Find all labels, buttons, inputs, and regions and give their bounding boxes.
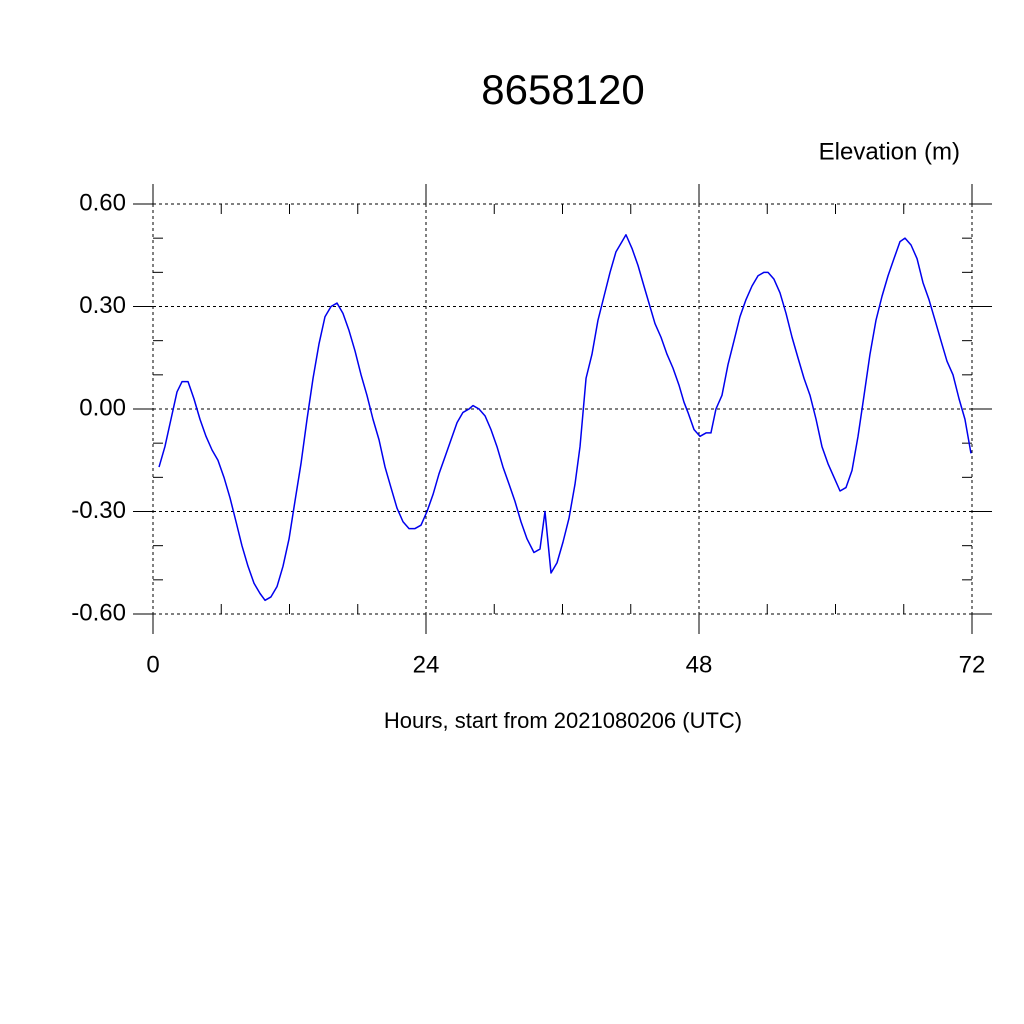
y-axis-unit: Elevation (m) (819, 138, 960, 165)
y-tick-label: 0.00 (79, 394, 126, 421)
x-tick-label: 24 (413, 651, 440, 678)
y-tick-label: -0.60 (71, 599, 126, 626)
x-tick-label: 72 (959, 651, 986, 678)
chart-title: 8658120 (481, 66, 645, 113)
y-tick-label: 0.30 (79, 292, 126, 319)
x-tick-label: 0 (146, 651, 159, 678)
y-tick-label: -0.30 (71, 497, 126, 524)
y-tick-label: 0.60 (79, 189, 126, 216)
x-axis-label: Hours, start from 2021080206 (UTC) (384, 708, 742, 733)
x-tick-label: 48 (686, 651, 713, 678)
data-line (158, 234, 972, 602)
